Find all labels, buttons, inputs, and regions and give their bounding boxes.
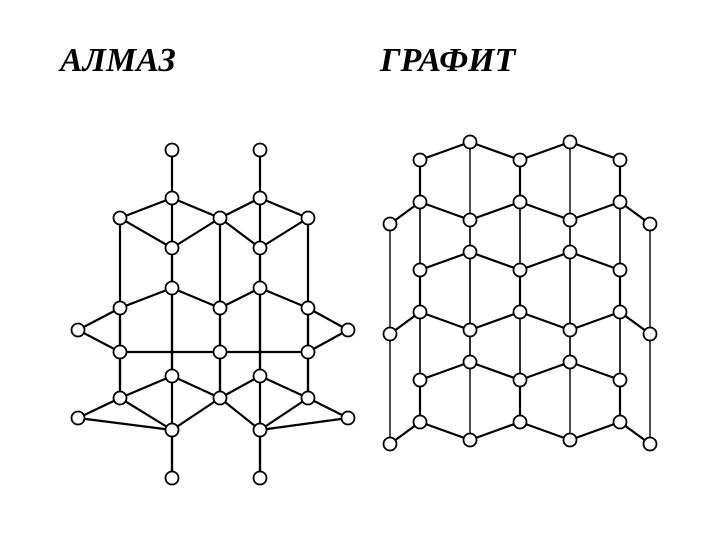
title-diamond: АЛМАЗ (60, 42, 176, 80)
title-graphite: ГРАФИТ (380, 42, 515, 80)
diamond-svg (60, 120, 360, 500)
graphite-svg (380, 120, 690, 500)
diamond-structure (60, 120, 360, 500)
graphite-structure (380, 120, 690, 500)
page: АЛМАЗ ГРАФИТ (0, 0, 720, 540)
